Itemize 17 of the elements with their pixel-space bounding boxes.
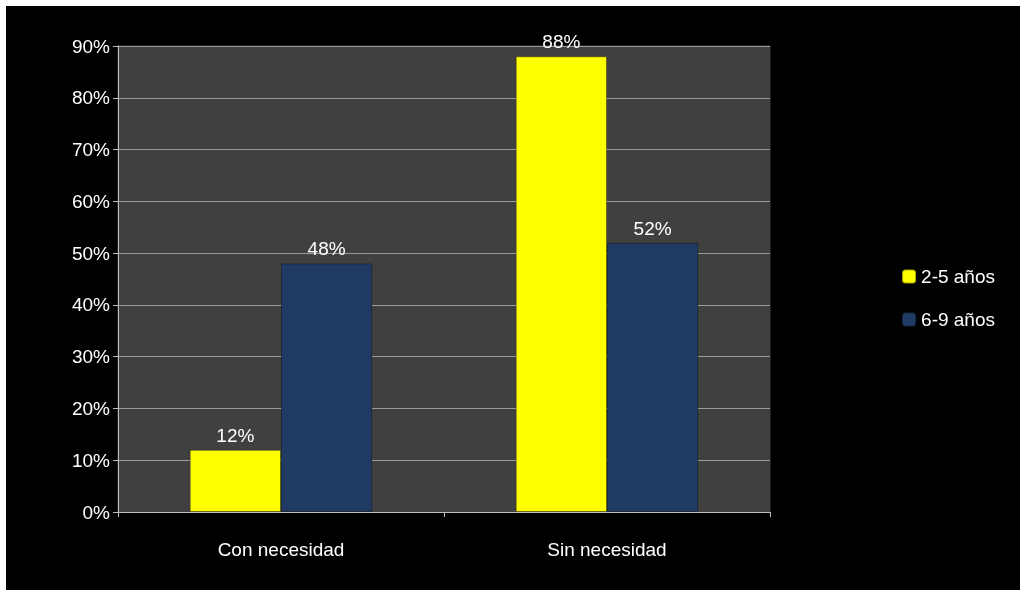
y-tick-label: 40% bbox=[71, 294, 111, 316]
y-tick-label: 80% bbox=[71, 87, 111, 109]
y-tick-label: 90% bbox=[71, 35, 111, 57]
data-label: 48% bbox=[307, 238, 346, 260]
x-tick-label: Sin necesidad bbox=[547, 539, 667, 560]
y-tick-label: 10% bbox=[71, 449, 111, 471]
data-label: 52% bbox=[633, 217, 672, 239]
y-tick-label: 60% bbox=[71, 190, 111, 212]
legend-label: 6-9 años bbox=[921, 309, 996, 330]
y-tick-label: 70% bbox=[71, 139, 111, 161]
y-tick-label: 0% bbox=[82, 501, 111, 523]
y-tick-label: 20% bbox=[71, 397, 111, 419]
y-tick-label: 50% bbox=[71, 242, 111, 264]
data-label: 12% bbox=[216, 424, 255, 446]
legend-label: 2-5 años bbox=[921, 266, 996, 287]
x-tick-label: Con necesidad bbox=[217, 539, 345, 560]
y-tick-label: 30% bbox=[71, 346, 111, 368]
